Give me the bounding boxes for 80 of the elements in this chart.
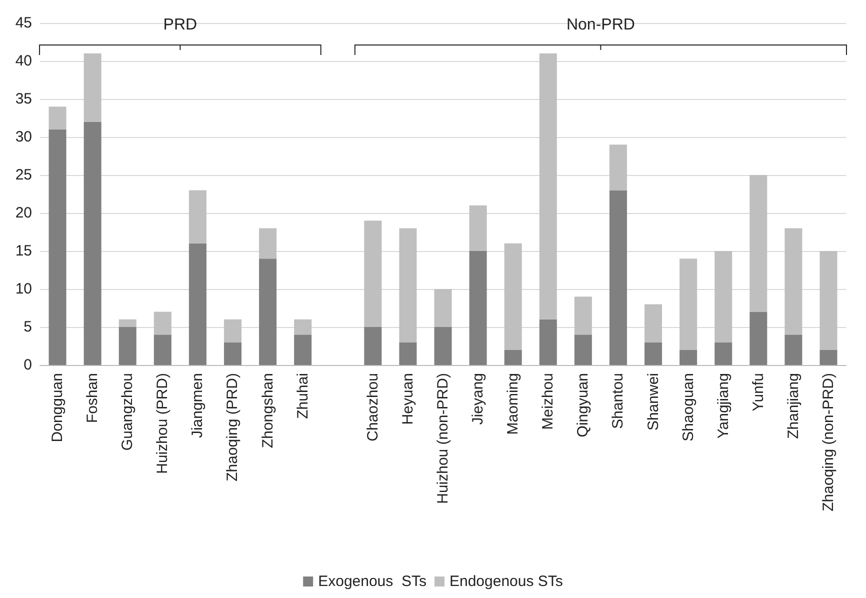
- bar: [259, 258, 277, 365]
- bar: [294, 334, 312, 365]
- bar: [224, 342, 242, 365]
- bar: [84, 122, 102, 365]
- bar: [714, 251, 732, 342]
- y-tick-label: 10: [15, 280, 32, 298]
- bar: [188, 190, 206, 244]
- x-tick-label: Huizhou (PRD): [154, 373, 172, 474]
- annotation: Non-PRD: [566, 16, 635, 34]
- y-tick-label: 25: [15, 166, 32, 184]
- annotation: PRD: [163, 16, 198, 34]
- x-tick-label: Jiangmen: [189, 373, 206, 438]
- x-tick-label: Maoming: [504, 373, 522, 435]
- legend-label: Exogenous STs: [318, 573, 426, 590]
- bar: [224, 319, 242, 342]
- bar: [574, 334, 592, 365]
- bar: [48, 106, 66, 130]
- bar: [364, 220, 382, 327]
- bar: [434, 327, 452, 365]
- x-tick-label: Zhanjiang: [784, 373, 802, 439]
- y-tick-label: 15: [15, 242, 32, 260]
- bar: [750, 175, 768, 312]
- x-tick-label: Jieyang: [470, 373, 487, 425]
- x-tick-label: Zhaoqing (PRD): [224, 373, 242, 482]
- bar: [680, 350, 698, 365]
- y-tick-label: 30: [15, 128, 32, 146]
- y-tick-label: 5: [24, 318, 32, 336]
- bar: [364, 327, 382, 365]
- bar: [539, 53, 557, 320]
- x-tick-label: Yunfu: [750, 373, 767, 412]
- x-tick-label: Guangzhou: [119, 373, 136, 451]
- bar: [644, 342, 662, 365]
- bar: [154, 334, 172, 365]
- bar: [434, 289, 452, 327]
- bar: [784, 228, 802, 335]
- bar: [504, 350, 522, 365]
- bar: [784, 334, 802, 365]
- x-tick-label: Huizhou (non-PRD): [434, 373, 452, 504]
- bar: [644, 304, 662, 342]
- x-tick-label: Shaoguan: [680, 373, 697, 442]
- bar: [750, 312, 768, 365]
- x-tick-label: Shantou: [610, 373, 627, 429]
- x-tick-label: Yangjiang: [714, 373, 732, 439]
- x-tick-label: Foshan: [84, 373, 102, 424]
- bar: [84, 53, 102, 122]
- bar: [118, 327, 136, 365]
- y-tick-label: 20: [15, 204, 32, 222]
- x-tick-label: Heyuan: [399, 373, 416, 425]
- bar: [820, 251, 838, 350]
- bar: [504, 243, 522, 350]
- x-tick-label: Zhongshan: [259, 373, 276, 448]
- legend-label: Endogenous STs: [449, 573, 563, 590]
- bar: [118, 319, 136, 327]
- bar: [820, 350, 838, 365]
- bar: [469, 205, 487, 251]
- x-tick-label: Dongguan: [49, 373, 66, 442]
- bar: [154, 312, 172, 335]
- bar: [714, 342, 732, 365]
- bar: [680, 258, 698, 350]
- y-tick-label: 45: [15, 14, 32, 32]
- bar: [294, 319, 312, 335]
- y-tick-label: 0: [24, 356, 32, 374]
- bar: [399, 342, 417, 365]
- bar: [188, 243, 206, 365]
- x-tick-label: Meizhou: [540, 373, 557, 430]
- x-tick-label: Shanwei: [644, 373, 662, 431]
- y-tick-label: 40: [15, 52, 32, 70]
- bar: [259, 228, 277, 259]
- x-tick-label: Zhaoqing (non-PRD): [820, 373, 837, 512]
- bar: [469, 251, 487, 365]
- bar: [574, 296, 592, 335]
- bar: [48, 129, 66, 365]
- x-tick-label: Qingyuan: [574, 373, 592, 438]
- bar: [399, 228, 417, 342]
- x-tick-label: Zhuhai: [294, 373, 312, 419]
- bar: [609, 190, 627, 365]
- x-tick-label: Chaozhou: [364, 373, 382, 442]
- y-tick-label: 35: [15, 90, 32, 108]
- bar: [609, 144, 627, 190]
- bar: [539, 319, 557, 365]
